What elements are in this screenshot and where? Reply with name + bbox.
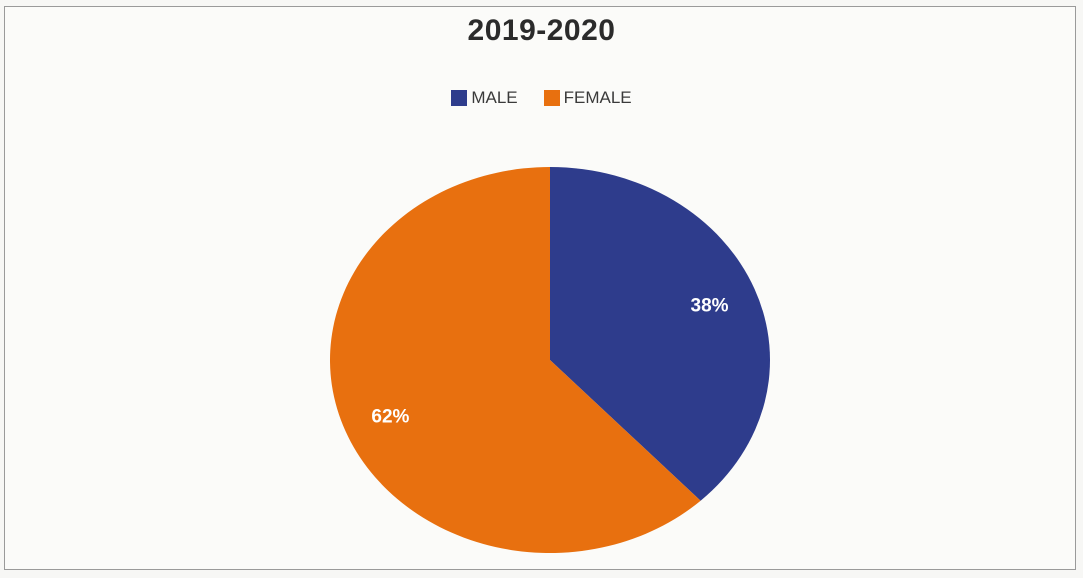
slice-label-male: 38%	[691, 296, 729, 317]
chart-title: 2019-2020	[467, 14, 616, 47]
legend-item-female: FEMALE	[543, 88, 632, 108]
slice-label-female: 62%	[371, 406, 409, 427]
pie-slice-female	[329, 167, 701, 553]
legend: MALE FEMALE	[0, 88, 1083, 108]
legend-label-male: MALE	[471, 88, 518, 107]
legend-item-male: MALE	[451, 88, 518, 108]
legend-label-female: FEMALE	[563, 88, 632, 107]
legend-swatch-male	[451, 90, 468, 106]
legend-swatch-female	[543, 90, 560, 106]
pie-slice-male	[550, 167, 770, 501]
